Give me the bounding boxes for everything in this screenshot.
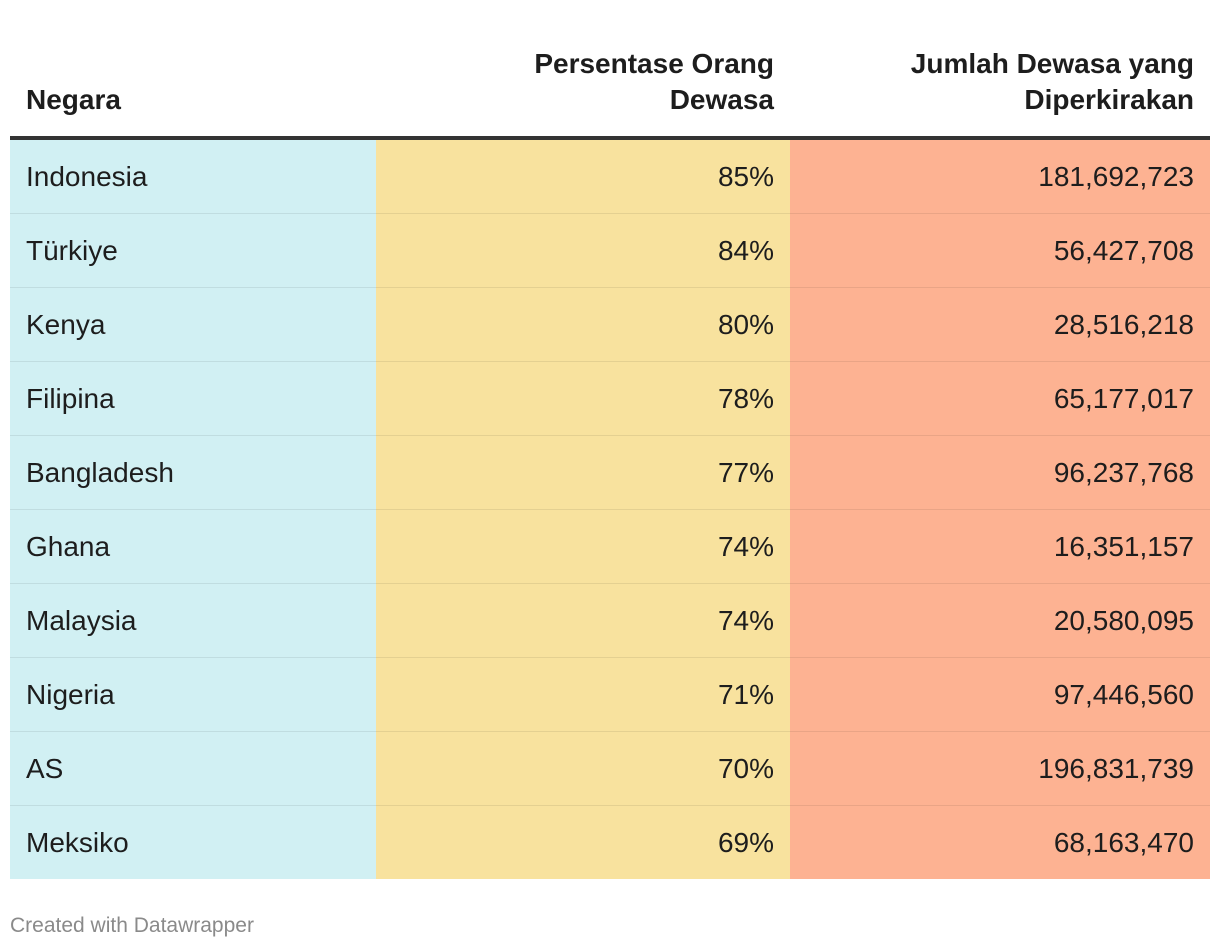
cell-adults: 97,446,560	[790, 657, 1210, 732]
header-persentase[interactable]: Persentase Orang Dewasa	[376, 38, 790, 140]
footer-credit[interactable]: Created with Datawrapper	[10, 914, 254, 937]
cell-percent: 70%	[376, 731, 790, 806]
cell-country: Nigeria	[10, 657, 376, 732]
table-row: Filipina 78% 65,177,017	[10, 361, 1210, 436]
table-row: Kenya 80% 28,516,218	[10, 287, 1210, 362]
cell-adults: 20,580,095	[790, 583, 1210, 658]
table-row: AS 70% 196,831,739	[10, 731, 1210, 806]
table-row: Indonesia 85% 181,692,723	[10, 138, 1210, 214]
cell-percent: 77%	[376, 435, 790, 510]
table-row: Nigeria 71% 97,446,560	[10, 657, 1210, 732]
header-persentase-line1: Persentase Orang	[534, 48, 774, 79]
header-row: Negara Persentase Orang Dewasa Jumlah De…	[10, 38, 1210, 140]
header-jumlah-line1: Jumlah Dewasa yang	[910, 48, 1194, 79]
cell-percent: 74%	[376, 509, 790, 584]
header-jumlah[interactable]: Jumlah Dewasa yang Diperkirakan	[790, 38, 1210, 140]
data-table-container: Negara Persentase Orang Dewasa Jumlah De…	[10, 38, 1210, 879]
cell-country: Filipina	[10, 361, 376, 436]
cell-country: Indonesia	[10, 138, 376, 214]
cell-adults: 16,351,157	[790, 509, 1210, 584]
cell-percent: 69%	[376, 805, 790, 879]
cell-adults: 181,692,723	[790, 138, 1210, 214]
cell-adults: 196,831,739	[790, 731, 1210, 806]
cell-adults: 65,177,017	[790, 361, 1210, 436]
cell-percent: 71%	[376, 657, 790, 732]
cell-percent: 78%	[376, 361, 790, 436]
cell-country: Kenya	[10, 287, 376, 362]
header-persentase-line2: Dewasa	[669, 84, 774, 115]
table-row: Ghana 74% 16,351,157	[10, 509, 1210, 584]
cell-percent: 84%	[376, 213, 790, 288]
cell-country: Meksiko	[10, 805, 376, 879]
table-header: Negara Persentase Orang Dewasa Jumlah De…	[10, 38, 1210, 140]
cell-percent: 80%	[376, 287, 790, 362]
cell-country: Türkiye	[10, 213, 376, 288]
header-negara[interactable]: Negara	[10, 38, 376, 140]
cell-adults: 56,427,708	[790, 213, 1210, 288]
table-row: Türkiye 84% 56,427,708	[10, 213, 1210, 288]
table-row: Malaysia 74% 20,580,095	[10, 583, 1210, 658]
cell-country: AS	[10, 731, 376, 806]
data-table: Negara Persentase Orang Dewasa Jumlah De…	[10, 38, 1210, 879]
header-negara-label: Negara	[26, 84, 121, 115]
cell-percent: 85%	[376, 138, 790, 214]
cell-percent: 74%	[376, 583, 790, 658]
cell-country: Ghana	[10, 509, 376, 584]
cell-adults: 68,163,470	[790, 805, 1210, 879]
cell-country: Bangladesh	[10, 435, 376, 510]
cell-adults: 96,237,768	[790, 435, 1210, 510]
table-body: Indonesia 85% 181,692,723 Türkiye 84% 56,427,…	[10, 138, 1210, 879]
cell-country: Malaysia	[10, 583, 376, 658]
table-row: Meksiko 69% 68,163,470	[10, 805, 1210, 879]
table-row: Bangladesh 77% 96,237,768	[10, 435, 1210, 510]
cell-adults: 28,516,218	[790, 287, 1210, 362]
header-jumlah-line2: Diperkirakan	[1024, 84, 1194, 115]
